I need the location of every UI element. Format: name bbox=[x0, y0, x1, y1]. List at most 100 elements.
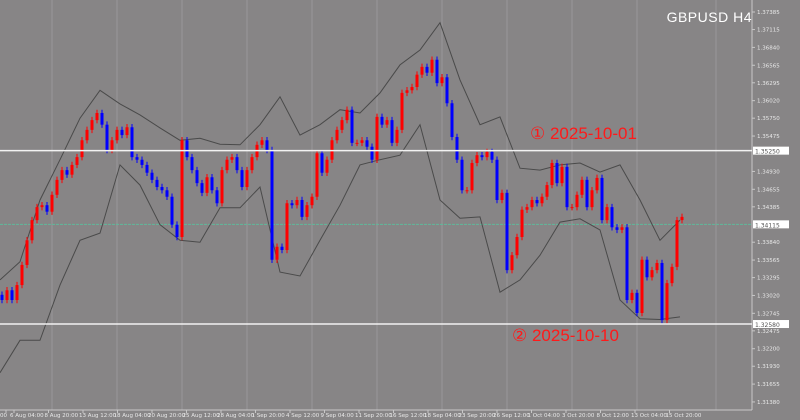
candle bbox=[135, 153, 139, 163]
candle-body bbox=[480, 155, 484, 158]
candle bbox=[55, 176, 59, 199]
candle-body bbox=[135, 157, 139, 160]
candle-body bbox=[530, 200, 534, 208]
candle bbox=[145, 161, 149, 176]
candle-body bbox=[400, 92, 404, 130]
candle bbox=[185, 137, 189, 161]
candle-body bbox=[445, 77, 449, 104]
candle-body bbox=[405, 90, 409, 93]
candle-body bbox=[65, 170, 69, 175]
candle-body bbox=[380, 116, 384, 125]
candle bbox=[585, 176, 589, 211]
candle bbox=[250, 153, 254, 174]
candle-body bbox=[210, 177, 214, 191]
candle-body bbox=[270, 150, 274, 260]
candle-body bbox=[375, 116, 379, 160]
candle bbox=[100, 109, 104, 128]
candle-body bbox=[0, 294, 4, 300]
candle bbox=[530, 196, 534, 211]
candle-body bbox=[55, 179, 59, 195]
candle-body bbox=[80, 140, 84, 158]
x-tick-label: 00 bbox=[0, 413, 7, 419]
candle bbox=[10, 287, 14, 304]
candle bbox=[500, 189, 504, 204]
candle-body bbox=[510, 255, 514, 271]
candle bbox=[170, 193, 174, 228]
candle bbox=[575, 191, 579, 211]
x-tick-label: 11 Sep 20:00 bbox=[355, 413, 392, 419]
candle bbox=[480, 151, 484, 161]
candle-body bbox=[370, 146, 374, 160]
candle-body bbox=[145, 164, 149, 173]
candle bbox=[640, 256, 644, 317]
candle-body bbox=[455, 137, 459, 160]
candle bbox=[415, 71, 419, 91]
candle-body bbox=[160, 187, 164, 191]
candle bbox=[610, 203, 614, 231]
candle-body bbox=[35, 207, 39, 221]
candle-body bbox=[590, 190, 594, 208]
candle-body bbox=[615, 227, 619, 230]
candle bbox=[165, 187, 169, 200]
candle bbox=[320, 150, 324, 176]
x-tick-label: 15 Oct 20:00 bbox=[666, 413, 702, 419]
candle-body bbox=[195, 170, 199, 184]
candle bbox=[225, 156, 229, 174]
candle-body bbox=[420, 66, 424, 75]
candle bbox=[75, 153, 79, 169]
y-tick-label: 1.37115 bbox=[757, 28, 780, 34]
candle bbox=[95, 109, 99, 124]
candle-body bbox=[250, 157, 254, 171]
candle-body bbox=[165, 190, 169, 197]
chart-title: GBPUSD H4 bbox=[666, 9, 752, 25]
y-tick-label: 1.34655 bbox=[757, 187, 780, 193]
candle-body bbox=[440, 77, 444, 84]
x-tick-label: 18 Sep 04:00 bbox=[424, 413, 461, 419]
candle-body bbox=[415, 74, 419, 88]
candle bbox=[105, 121, 109, 154]
x-tick-label: 1 Sep 20:00 bbox=[252, 413, 286, 419]
candle-body bbox=[360, 140, 364, 143]
candle bbox=[195, 166, 199, 187]
candle-body bbox=[150, 172, 154, 180]
y-tick-label: 1.33020 bbox=[757, 293, 780, 299]
candle bbox=[125, 124, 129, 139]
candle bbox=[205, 174, 209, 197]
candle-body bbox=[265, 140, 269, 150]
candle bbox=[45, 201, 49, 215]
candle bbox=[65, 166, 69, 178]
x-tick-label: 9 Sep 04:00 bbox=[321, 413, 355, 419]
candle bbox=[230, 153, 234, 163]
candle-body bbox=[565, 166, 569, 208]
candle bbox=[535, 196, 539, 207]
candle-body bbox=[585, 179, 589, 208]
candle-body bbox=[280, 246, 284, 250]
candle-body bbox=[365, 140, 369, 147]
candle-body bbox=[430, 59, 434, 73]
candle-body bbox=[85, 129, 89, 141]
candle-body bbox=[470, 162, 474, 191]
candle-body bbox=[110, 140, 114, 150]
candle-body bbox=[75, 157, 79, 165]
candle bbox=[545, 181, 549, 200]
candle-body bbox=[670, 266, 674, 284]
candle bbox=[115, 126, 119, 144]
candle-body bbox=[525, 207, 529, 210]
candle bbox=[385, 116, 389, 128]
y-tick-label: 1.31655 bbox=[757, 382, 780, 388]
candle bbox=[40, 201, 44, 211]
candle-body bbox=[425, 66, 429, 73]
candle-body bbox=[90, 120, 94, 130]
candle-body bbox=[545, 185, 549, 197]
level-price-tag bbox=[753, 320, 789, 329]
candle bbox=[20, 261, 24, 289]
candle bbox=[615, 224, 619, 234]
candle bbox=[25, 237, 29, 269]
candle bbox=[315, 150, 319, 200]
candle-body bbox=[475, 155, 479, 163]
candle-body bbox=[655, 262, 659, 271]
candle-body bbox=[635, 292, 639, 313]
candle bbox=[160, 183, 164, 194]
